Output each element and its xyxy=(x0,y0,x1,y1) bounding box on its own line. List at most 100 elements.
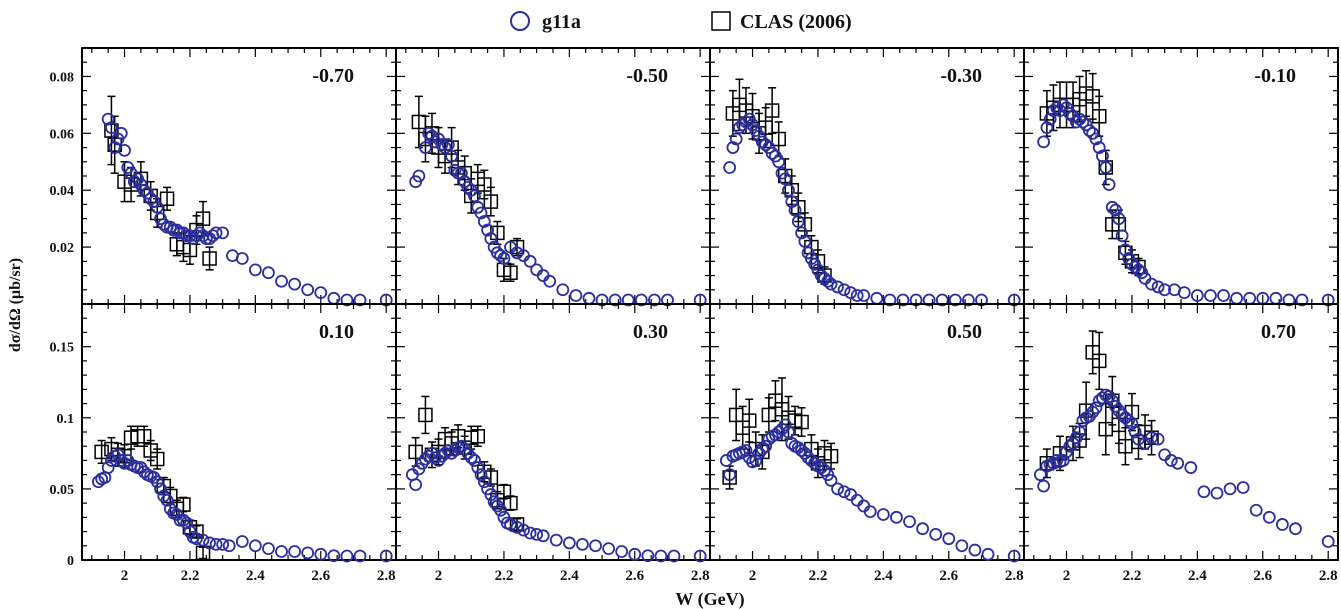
g11a-point xyxy=(137,465,151,479)
x-tick-label: 2.4 xyxy=(1188,568,1207,584)
g11a-point xyxy=(441,138,455,152)
g11a-point xyxy=(523,254,537,268)
g11a-point xyxy=(1115,229,1129,243)
clas-point xyxy=(94,444,109,460)
g11a-point xyxy=(916,522,930,536)
panels: 0.02 0.04 0.06 0.08 -0.70 -0.50 -0.30 -0.10 0 0.0… xyxy=(50,47,1339,584)
g11a-point xyxy=(494,503,508,517)
g11a-point xyxy=(765,146,779,160)
g11a-point xyxy=(409,478,423,492)
g11a-point xyxy=(474,206,488,220)
legend: g11a CLAS (2006) xyxy=(510,11,852,33)
g11a-point xyxy=(1171,456,1185,470)
panel-4: -0.10 xyxy=(1023,47,1339,307)
g11a-point xyxy=(556,283,570,297)
g11a-point xyxy=(461,180,475,194)
y-axis-title: dσ/dΩ (μb/sr) xyxy=(7,258,24,352)
x-tick-label: 2.4 xyxy=(246,568,265,584)
g11a-point xyxy=(968,543,982,557)
g11a-point xyxy=(719,454,733,467)
g11a-point xyxy=(455,166,468,180)
x-tick-label: 2.2 xyxy=(809,568,828,584)
g11a-point xyxy=(723,468,737,482)
panel-label: -0.70 xyxy=(312,65,354,87)
x-tick-label: 2.6 xyxy=(311,568,330,584)
clas-point xyxy=(797,217,813,232)
clas-point xyxy=(794,414,809,430)
g11a-point xyxy=(1128,425,1142,439)
g11a-point xyxy=(543,274,557,288)
clas-point xyxy=(107,137,122,152)
g11a-point xyxy=(667,549,681,563)
g11a-point xyxy=(160,493,174,507)
g11a-point xyxy=(1184,461,1198,474)
g11a-point xyxy=(608,293,622,307)
g11a-point xyxy=(1076,115,1090,129)
clas-point xyxy=(176,497,191,512)
g11a-point xyxy=(1164,454,1178,467)
g11a-point xyxy=(510,520,524,534)
panel-8: 2 2.2 2.4 2.6 2.8 0.70 xyxy=(1023,303,1339,584)
g11a-point xyxy=(562,536,576,550)
g11a-point xyxy=(497,252,511,265)
g11a-point xyxy=(1289,522,1302,536)
g11a-point xyxy=(216,537,230,551)
g11a-point xyxy=(517,523,530,537)
clas-point xyxy=(771,131,786,147)
g11a-point xyxy=(275,545,288,558)
g11a-point xyxy=(1204,289,1217,302)
g11a-point xyxy=(785,436,799,450)
g11a-point xyxy=(1249,503,1263,517)
g11a-point xyxy=(788,203,802,217)
g11a-point xyxy=(196,533,210,547)
g11a-point xyxy=(196,229,210,243)
g11a-point xyxy=(353,549,367,563)
clas-point xyxy=(823,448,839,464)
g11a-point xyxy=(190,532,203,546)
g11a-point xyxy=(477,215,491,228)
g11a-point xyxy=(1262,510,1276,524)
g11a-point xyxy=(654,549,668,563)
g11a-point xyxy=(1321,535,1335,548)
g11a-point xyxy=(1210,486,1224,500)
clas-point xyxy=(742,413,757,428)
panel-label: -0.10 xyxy=(1254,65,1296,87)
g11a-point xyxy=(435,138,449,152)
x-tick-label: 2 xyxy=(121,568,129,584)
g11a-point xyxy=(1145,431,1158,445)
g11a-point xyxy=(621,293,635,307)
g11a-point xyxy=(929,528,943,541)
g11a-point xyxy=(824,277,838,291)
g11a-point xyxy=(1063,107,1077,120)
clas-point xyxy=(195,211,211,226)
g11a-point xyxy=(1105,200,1119,214)
g11a-point xyxy=(798,235,812,248)
g11a-point xyxy=(163,220,177,234)
g11a-point xyxy=(1056,454,1070,467)
g11a-point xyxy=(693,549,707,563)
g11a-point xyxy=(114,126,128,140)
x-tick-label: 2.4 xyxy=(560,568,579,584)
g11a-point xyxy=(1047,104,1060,117)
legend-label-g11a: g11a xyxy=(542,11,581,33)
g11a-point xyxy=(1007,549,1021,563)
g11a-point xyxy=(1243,291,1257,305)
x-tick-label: 2.6 xyxy=(1253,568,1272,584)
g11a-point xyxy=(301,283,315,297)
g11a-point xyxy=(448,163,462,177)
g11a-point xyxy=(170,223,184,237)
clas-point xyxy=(722,470,737,485)
g11a-point xyxy=(1073,425,1087,439)
x-tick-label: 2.4 xyxy=(874,568,893,584)
g11a-point xyxy=(468,189,481,203)
g11a-point xyxy=(288,545,302,558)
g11a-point xyxy=(150,200,164,214)
legend-label-clas: CLAS (2006) xyxy=(740,11,852,33)
clas-point xyxy=(136,429,152,444)
g11a-point xyxy=(1295,293,1309,307)
g11a-point xyxy=(127,175,141,189)
g11a-point xyxy=(1076,414,1090,428)
g11a-point xyxy=(137,183,151,197)
g11a-point xyxy=(1050,101,1064,115)
clas-point xyxy=(503,495,518,511)
